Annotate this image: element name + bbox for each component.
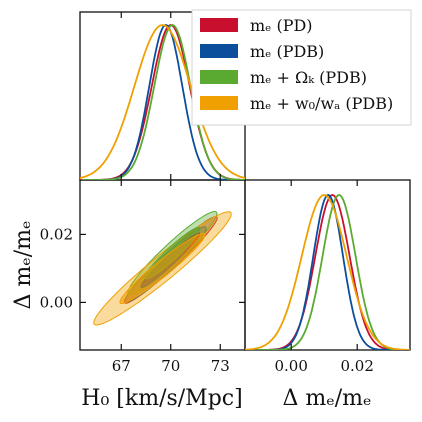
legend-swatch-m-pdb	[200, 70, 238, 84]
h0-curve-m-pdb	[81, 24, 245, 180]
h0-tick-label: 73	[211, 357, 230, 375]
me-y-tick-label: 0.02	[40, 225, 73, 243]
h0-curve-m-w-w-pdb	[80, 24, 245, 179]
legend: mₑ (PD) mₑ (PDB) mₑ + Ωₖ (PDB) mₑ + w₀/wₐ (…	[191, 9, 412, 126]
me-y-tick-label: 0.00	[40, 293, 73, 311]
h0-tick-label: 67	[112, 357, 131, 375]
legend-label-m-pdb: mₑ (PDB)	[250, 42, 324, 61]
me-x-tick-label: 0.00	[274, 357, 307, 375]
joint-contours	[93, 211, 232, 326]
legend-label-m-pd: mₑ (PD)	[250, 16, 313, 35]
y-axis-label-me: Δ mₑ/mₑ	[11, 220, 36, 309]
legend-label-m-pdb: mₑ + Ωₖ (PDB)	[250, 68, 367, 87]
legend-swatch-m-pd	[200, 18, 238, 32]
me-marginal-curves	[245, 194, 410, 350]
h0-tick-label: 70	[161, 357, 180, 375]
legend-label-m-w-w-pdb: mₑ + w₀/wₐ (PDB)	[250, 94, 393, 113]
panel-me-marginal	[244, 179, 411, 351]
axis-ticks: 67 70 73 0.00 0.00 0.02 0.02	[40, 12, 374, 375]
legend-swatch-m-w-w-pdb	[200, 96, 238, 110]
x-axis-label-h0: H₀ [km/s/Mpc]	[81, 386, 242, 411]
me-curve-m-pd	[246, 194, 410, 350]
me-x-tick-label: 0.02	[340, 357, 373, 375]
contour-inner-m-w-w-pdb	[119, 232, 206, 304]
me-curve-m-pdb	[253, 194, 403, 350]
legend-swatch-m-pdb	[200, 44, 238, 58]
x-axis-label-me: Δ mₑ/mₑ	[282, 386, 371, 411]
me-curve-m-w-w-pdb	[245, 194, 410, 350]
